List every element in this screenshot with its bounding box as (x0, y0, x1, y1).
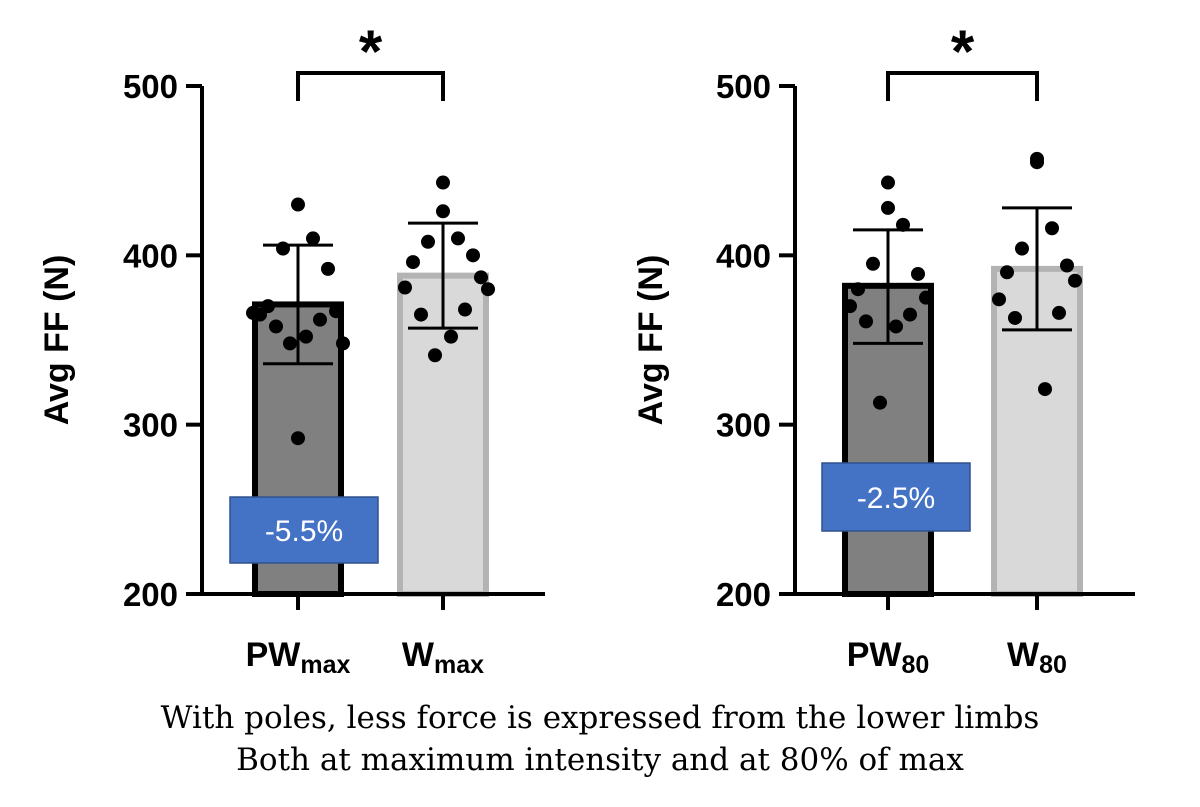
data-point (276, 241, 290, 256)
data-point (329, 304, 343, 319)
data-point (283, 336, 297, 351)
data-point (1068, 273, 1082, 288)
x-tick-label-w-max: Wmax (402, 636, 484, 679)
data-point (444, 329, 458, 344)
data-point (421, 234, 435, 249)
data-point (903, 307, 917, 322)
data-point (291, 197, 305, 212)
data-point (843, 299, 857, 314)
data-point (881, 200, 895, 215)
data-point (896, 217, 910, 232)
data-point (481, 282, 495, 297)
y-tick-label: 400 (123, 237, 178, 274)
data-point (436, 204, 450, 219)
data-point (406, 255, 420, 270)
significance-bracket (886, 71, 1039, 101)
data-point (1015, 241, 1029, 256)
y-axis-label: Avg FF (N) (38, 255, 76, 426)
data-point (873, 395, 887, 410)
y-tick-label: 300 (716, 407, 771, 444)
significance-bracket (296, 71, 445, 101)
chart-panel-1: 200 300 400 500 PWmax Wmax Avg FF (N) * -5.5% (38, 18, 545, 679)
data-point (474, 270, 488, 285)
data-point (398, 280, 412, 295)
y-tick-label: 500 (716, 68, 771, 105)
data-point (1008, 310, 1022, 325)
data-point (306, 231, 320, 246)
data-point (336, 336, 350, 351)
caption-line-1: With poles, less force is expressed from… (160, 700, 1040, 736)
y-tick-label: 400 (716, 237, 771, 274)
caption-line-2: Both at maximum intensity and at 80% of … (236, 742, 964, 778)
data-point (299, 329, 313, 344)
significance-star: * (951, 18, 975, 85)
significance-star: * (359, 18, 383, 85)
error-bar-w-80 (1002, 206, 1072, 332)
percent-badge-text: -5.5% (265, 515, 343, 548)
data-point (458, 302, 472, 317)
data-point (851, 282, 865, 297)
error-bar-pw-max (263, 243, 333, 366)
data-point (414, 307, 428, 322)
x-tick-label-w-80: W80 (1007, 636, 1067, 679)
data-point (436, 175, 450, 190)
y-tick-label: 300 (123, 407, 178, 444)
data-point (889, 319, 903, 334)
percent-badge-text: -2.5% (857, 482, 935, 515)
data-point (466, 248, 480, 263)
data-point (428, 348, 442, 363)
data-point (992, 292, 1006, 307)
percent-badge-box (821, 462, 971, 532)
data-point (881, 175, 895, 190)
error-bar-pw-80 (853, 228, 923, 345)
y-tick-label: 200 (123, 576, 178, 613)
data-point (269, 319, 283, 334)
data-point (1045, 221, 1059, 236)
y-axis-label: Avg FF (N) (632, 255, 670, 426)
error-bar-w-max (408, 221, 478, 330)
data-point (866, 256, 880, 271)
data-point (1038, 382, 1052, 397)
y-tick-label: 500 (123, 68, 178, 105)
percent-badge-box (229, 496, 379, 564)
data-point (1030, 155, 1044, 170)
x-tick-label-pw-80: PW80 (847, 636, 930, 679)
data-point (1000, 265, 1014, 280)
data-point (919, 290, 933, 305)
x-tick-label-pw-max: PWmax (246, 636, 351, 679)
data-point (313, 312, 327, 327)
data-point (911, 266, 925, 281)
y-tick-label: 200 (716, 576, 771, 613)
data-point (246, 305, 260, 320)
data-point (859, 314, 873, 329)
data-point (451, 231, 465, 246)
data-point (1060, 258, 1074, 273)
data-point (1052, 305, 1066, 320)
data-point (291, 431, 305, 446)
data-point (321, 261, 335, 276)
chart-panel-2: 200 300 400 500 PW80 W80 Avg FF (N) * -2.5% (632, 18, 1135, 679)
